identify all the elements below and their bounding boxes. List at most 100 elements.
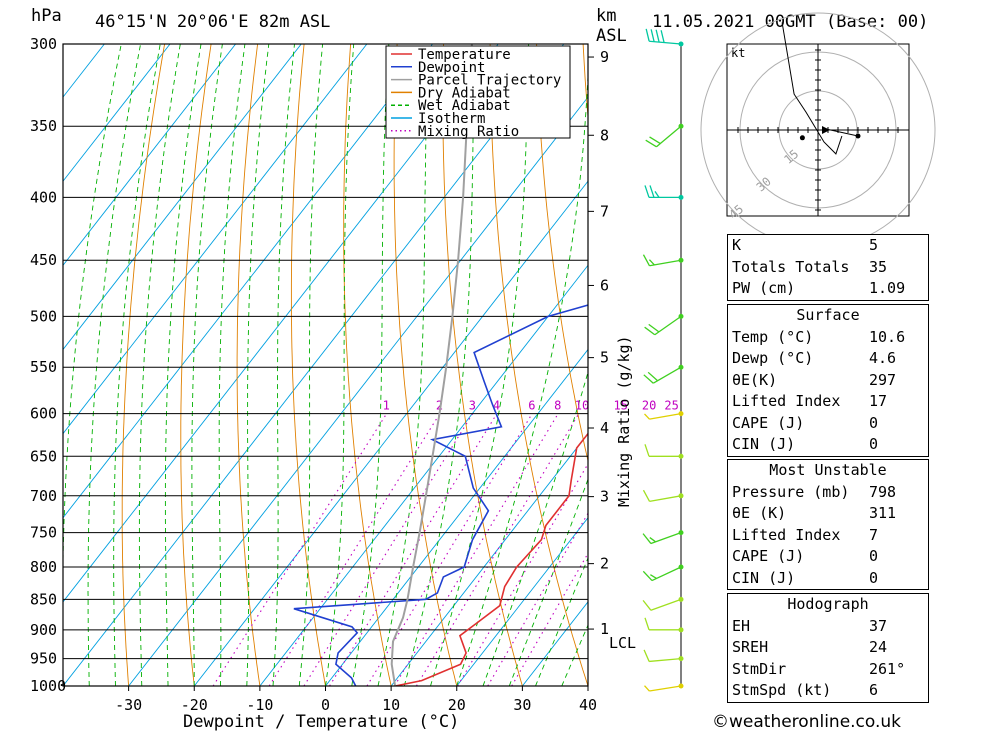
- mixing-ratio-line: [366, 413, 533, 686]
- wet-adiabat-line: [138, 44, 181, 686]
- temperature-axis: -30 -20 -10 0 10 20 30 40: [115, 686, 597, 714]
- dewpoint-line: [293, 304, 588, 686]
- pressure-tick-label: 1000: [30, 677, 66, 695]
- parcel-trajectory-line: [390, 44, 473, 686]
- index-row: EH 37: [732, 616, 888, 635]
- index-row: CAPE (J) 0: [732, 413, 879, 432]
- legend-label: Dewpoint: [418, 60, 485, 76]
- wind-barb-feather: [645, 28, 650, 42]
- wet-adiabat-line: [351, 44, 390, 686]
- legend-label: Dry Adiabat: [418, 85, 511, 101]
- km-tick-label: 8: [600, 126, 609, 144]
- index-row: CIN (J) 0: [732, 568, 879, 587]
- temperature-line: [394, 432, 588, 686]
- legend-label: Parcel Trajectory: [418, 73, 561, 89]
- pressure-tick-label: 800: [30, 558, 57, 576]
- x-tick-label: -20: [181, 696, 208, 714]
- index-row: CIN (J) 0: [732, 435, 879, 453]
- dry-adiabat-line: [180, 44, 212, 686]
- wind-barb-feather: [649, 185, 655, 198]
- km-tick-label: 1: [600, 620, 609, 638]
- wind-barb-feather: [648, 323, 660, 333]
- wind-barb-feather: [642, 254, 651, 267]
- wet-adiabat-line: [456, 68, 588, 686]
- wet-adiabat-line: [113, 44, 161, 686]
- location-title: 46°15'N 20°06'E 82m ASL: [95, 12, 330, 32]
- km-tick-label: 6: [600, 276, 609, 294]
- mixing-ratio-label: 2: [436, 399, 443, 413]
- mixing-ratio-line: [457, 462, 588, 686]
- wet-adiabat-line: [87, 44, 142, 686]
- wet-adiabat-line: [377, 44, 430, 686]
- index-row: Temp (°C) 10.6: [732, 327, 906, 346]
- x-tick-label: -30: [115, 696, 142, 714]
- pressure-tick-label: 400: [30, 188, 57, 206]
- legend-label: Isotherm: [418, 111, 485, 127]
- wind-barb-shaft: [650, 531, 682, 545]
- index-row: StmSpd (kt) 6: [732, 681, 879, 699]
- x-axis-label: Dewpoint / Temperature (°C): [183, 712, 459, 732]
- pressure-tick-label: 300: [30, 35, 57, 53]
- mixing-ratio-labels: 1 2 3 4 6 8 10 15 20 25: [383, 399, 679, 413]
- pressure-tick-label: 650: [30, 447, 57, 465]
- isobar-lines: [63, 43, 588, 687]
- x-tick-label: 0: [321, 696, 330, 714]
- index-row: Lifted Index 7: [732, 525, 879, 544]
- isotherm-line: [63, 44, 565, 686]
- index-row: θE(K) 297: [732, 370, 897, 389]
- wind-barb-feather: [644, 617, 650, 631]
- wet-adiabat-line: [63, 44, 122, 686]
- x-tick-label: 10: [382, 696, 400, 714]
- wind-barb-feather: [654, 191, 660, 198]
- pressure-tick-label: 750: [30, 524, 57, 542]
- km-tick-label: 7: [600, 202, 609, 220]
- wind-barb-feather: [642, 599, 652, 611]
- wet-adiabat-line: [403, 44, 476, 686]
- index-row: CAPE (J) 0: [732, 547, 879, 565]
- pressure-tick-label: 600: [30, 405, 57, 423]
- pressure-tick-label: 850: [30, 590, 57, 608]
- dry-adiabat-line: [290, 44, 326, 686]
- wind-barb-feather: [644, 685, 650, 692]
- index-row: θE (K) 311: [732, 504, 897, 522]
- isotherm-line: [456, 516, 588, 686]
- mixing-ratio-label: 20: [642, 399, 656, 413]
- wind-barb-shaft: [649, 685, 682, 692]
- wind-barb-shaft: [652, 366, 682, 384]
- pressure-tick-label: 500: [30, 307, 57, 325]
- pressure-tick-label: 350: [30, 117, 57, 135]
- mixing-ratio-label: 8: [554, 399, 561, 413]
- dry-adiabat-line: [121, 44, 166, 686]
- wind-barb-shaft: [649, 412, 682, 420]
- mixing-ratio-label: 25: [664, 399, 678, 413]
- pressure-tick-label: 450: [30, 251, 57, 269]
- wind-barb-feather: [644, 413, 650, 420]
- wind-barb-feather: [660, 30, 665, 43]
- index-row: PW (cm) 1.09: [732, 279, 906, 297]
- mixing-ratio-line: [268, 413, 441, 686]
- mixing-ratio-line: [415, 413, 580, 686]
- wind-barbs: [642, 28, 684, 692]
- index-row: Dewp (°C) 4.6: [732, 349, 897, 367]
- isotherm-line: [63, 44, 236, 267]
- index-row: Pressure (mb) 798: [732, 482, 897, 501]
- km-tick-label: 5: [600, 349, 609, 367]
- wet-adiabat-line: [164, 44, 202, 686]
- isotherm-line: [193, 180, 588, 686]
- wet-adiabat-line: [218, 44, 246, 686]
- pressure-tick-label: 700: [30, 487, 57, 505]
- height-axis: 9 8 7 6 5 4 3 2 1: [588, 48, 609, 638]
- wind-barb-feather: [648, 259, 655, 266]
- isotherm-line: [63, 44, 302, 351]
- wind-barb-feather: [655, 29, 660, 43]
- dry-adiabat-line: [489, 44, 588, 686]
- wet-adiabat-line: [325, 44, 355, 686]
- hodograph-point: [799, 135, 805, 141]
- legend-label: Mixing Ratio: [418, 124, 519, 140]
- mixing-ratio-line: [329, 413, 498, 686]
- wind-barb-feather: [642, 533, 652, 544]
